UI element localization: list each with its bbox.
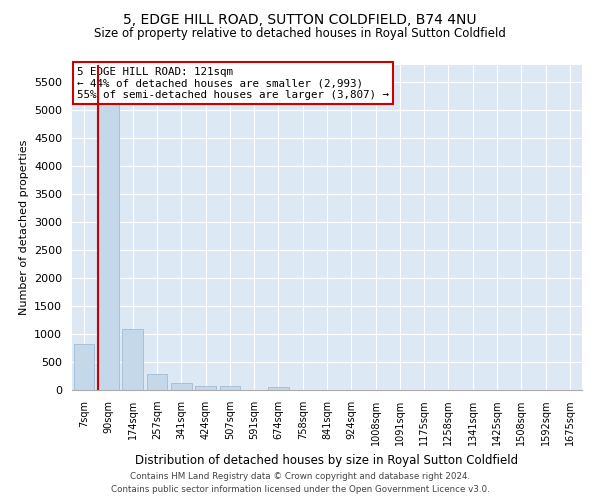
Bar <box>98 98 119 390</box>
Bar <box>146 374 167 390</box>
Text: Contains public sector information licensed under the Open Government Licence v3: Contains public sector information licen… <box>110 485 490 494</box>
Bar <box>122 330 143 390</box>
Bar <box>220 386 240 390</box>
Text: Contains HM Land Registry data © Crown copyright and database right 2024.: Contains HM Land Registry data © Crown c… <box>130 472 470 481</box>
Text: 5, EDGE HILL ROAD, SUTTON COLDFIELD, B74 4NU: 5, EDGE HILL ROAD, SUTTON COLDFIELD, B74… <box>123 12 477 26</box>
Bar <box>268 387 289 390</box>
Y-axis label: Number of detached properties: Number of detached properties <box>19 140 29 315</box>
Bar <box>171 384 191 390</box>
X-axis label: Distribution of detached houses by size in Royal Sutton Coldfield: Distribution of detached houses by size … <box>136 454 518 466</box>
Bar <box>195 386 216 390</box>
Text: Size of property relative to detached houses in Royal Sutton Coldfield: Size of property relative to detached ho… <box>94 28 506 40</box>
Text: 5 EDGE HILL ROAD: 121sqm
← 44% of detached houses are smaller (2,993)
55% of sem: 5 EDGE HILL ROAD: 121sqm ← 44% of detach… <box>77 66 389 100</box>
Bar <box>74 344 94 390</box>
